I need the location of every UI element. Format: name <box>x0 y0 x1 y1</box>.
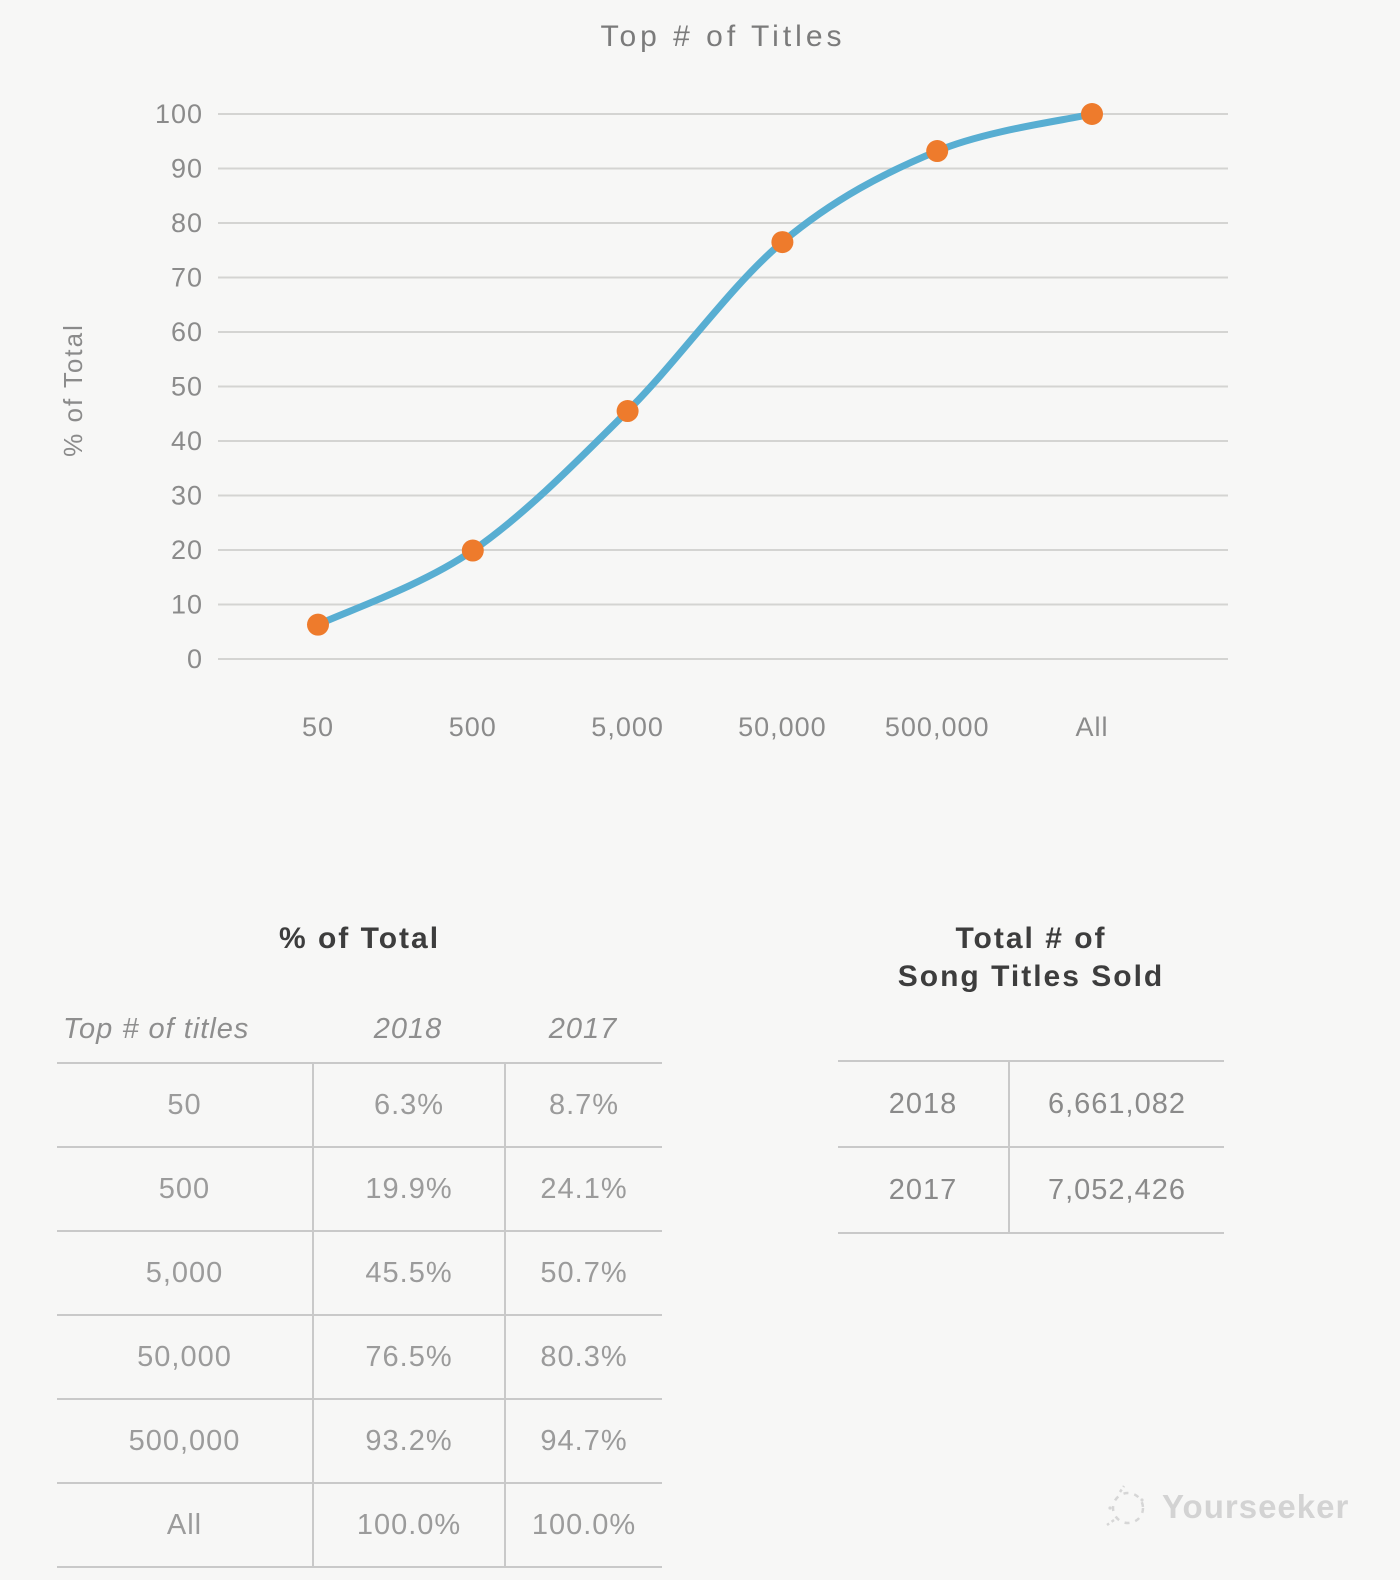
row-value: 6.3% <box>312 1064 504 1146</box>
data-point-marker <box>771 231 794 254</box>
table-row: 2018 6,661,082 <box>838 1062 1224 1148</box>
data-point-marker <box>307 613 329 636</box>
row-value: 24.1% <box>504 1148 662 1230</box>
row-label: All <box>166 1508 203 1541</box>
y-tick-label: 100 <box>155 99 203 129</box>
row-value: 45.5% <box>312 1232 504 1314</box>
row-label: 5,000 <box>145 1256 224 1289</box>
row-label: 2017 <box>888 1173 958 1206</box>
table-row: 50 6.3% 8.7% <box>57 1064 662 1148</box>
x-tick-label: 5,000 <box>591 712 664 742</box>
totals-title-line2: Song Titles Sold <box>897 960 1165 993</box>
y-tick-label: 70 <box>171 263 203 293</box>
column-header-2018: 2018 <box>373 1012 443 1045</box>
y-tick-label: 30 <box>171 481 203 511</box>
y-tick-label: 40 <box>171 426 203 456</box>
row-value: 50.7% <box>504 1232 662 1314</box>
row-value: 80.3% <box>504 1316 662 1398</box>
row-label: 50,000 <box>137 1340 232 1373</box>
y-tick-label: 10 <box>171 590 203 620</box>
row-value: 8.7% <box>504 1064 662 1146</box>
series-line-2018 <box>314 110 1096 629</box>
totals-title-line1: Total # of <box>955 922 1107 955</box>
row-value: 93.2% <box>312 1400 504 1482</box>
table-row: 2017 7,052,426 <box>838 1148 1224 1234</box>
table-row: 50,000 76.5% 80.3% <box>57 1316 662 1400</box>
row-value: 100.0% <box>504 1484 662 1566</box>
x-tick-label: All <box>1075 712 1108 742</box>
data-point-marker <box>1081 103 1103 125</box>
row-value: 76.5% <box>312 1316 504 1398</box>
pct-table-header: Top # of titles 2018 2017 <box>57 998 662 1060</box>
data-point-marker <box>926 140 949 163</box>
totals-table-title: Total # of Song Titles Sold <box>838 920 1224 996</box>
chart-title: Top # of Titles <box>600 20 846 53</box>
x-tick-label: 50 <box>302 712 334 742</box>
y-tick-label: 90 <box>171 154 203 184</box>
table-row: 500,000 93.2% 94.7% <box>57 1400 662 1484</box>
y-tick-label: 80 <box>171 208 203 238</box>
row-value: 19.9% <box>312 1148 504 1230</box>
sketch-circle-logo-icon <box>1106 1485 1145 1527</box>
row-label: 500,000 <box>128 1424 241 1457</box>
x-tick-label: 500,000 <box>885 712 990 742</box>
row-value: 6,661,082 <box>1008 1062 1224 1146</box>
data-point-marker <box>461 539 484 562</box>
row-label: 2018 <box>888 1087 958 1120</box>
row-value: 94.7% <box>504 1400 662 1482</box>
pct-table-title: % of Total <box>278 922 441 955</box>
y-tick-label: 50 <box>171 372 203 402</box>
row-value: 100.0% <box>312 1484 504 1566</box>
table-row: All 100.0% 100.0% <box>57 1484 662 1568</box>
y-tick-label: 60 <box>171 317 203 347</box>
column-header-2017: 2017 <box>548 1012 618 1045</box>
x-tick-label: 500 <box>449 712 497 742</box>
totals-table-body: 2018 6,661,082 2017 7,052,426 <box>838 1060 1224 1234</box>
y-tick-label: 20 <box>171 535 203 565</box>
watermark: Yourseeker <box>1100 1480 1349 1534</box>
table-row: 5,000 45.5% 50.7% <box>57 1232 662 1316</box>
line-chart: 0 10 20 30 40 50 60 70 80 90 100 50 500 5,000 50,000 50… <box>155 99 1228 742</box>
column-header-top-titles: Top # of titles <box>63 1012 250 1045</box>
y-tick-label: 0 <box>187 644 203 674</box>
table-row: 500 19.9% 24.1% <box>57 1148 662 1232</box>
x-tick-label: 50,000 <box>738 712 827 742</box>
data-point-marker <box>616 400 639 423</box>
watermark-text: Yourseeker <box>1162 1488 1350 1525</box>
pct-table-body: 50 6.3% 8.7% 500 19.9% 24.1% 5,000 45.5% 50.7% 50… <box>57 1062 662 1568</box>
row-label: 500 <box>158 1172 211 1205</box>
row-label: 50 <box>167 1088 202 1121</box>
row-value: 7,052,426 <box>1008 1148 1224 1232</box>
